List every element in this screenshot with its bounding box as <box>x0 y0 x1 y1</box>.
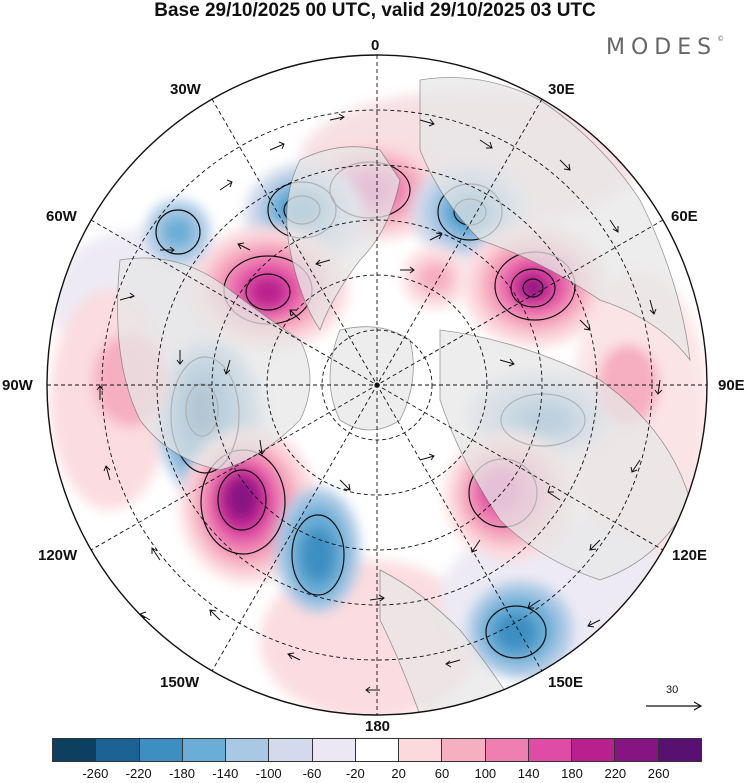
lon-label-120w: 120W <box>38 547 78 564</box>
lon-label-30w: 30W <box>170 81 201 98</box>
colorbar-tick-label: -20 <box>345 766 365 781</box>
colorbar-cell <box>226 739 270 761</box>
lon-label-150e: 150E <box>548 674 584 691</box>
colorbar-cell <box>615 739 659 761</box>
colorbar-cell <box>485 739 529 761</box>
colorbar-tick-label: 220 <box>604 766 627 781</box>
map-boundary <box>46 54 708 716</box>
lon-label-90w: 90W <box>2 377 33 394</box>
lon-label-60e: 60E <box>671 208 698 225</box>
colorbar-cell <box>312 739 356 761</box>
colorbar-cell <box>442 739 486 761</box>
lon-label-30e: 30E <box>548 81 575 98</box>
colorbar-cell <box>96 739 140 761</box>
reference-arrow-icon <box>646 701 703 711</box>
reference-vector-value: 30 <box>666 684 679 696</box>
modes-logo: MODES© <box>606 35 724 60</box>
colorbar-cell <box>53 739 97 761</box>
kamchatka-land <box>379 569 521 715</box>
reference-vector: 30 <box>644 684 704 714</box>
lon-label-180: 180 <box>365 718 391 735</box>
colorbar-cell <box>658 739 701 761</box>
lon-label-120e: 120E <box>672 547 708 564</box>
brand-copyright-mark: © <box>717 35 725 43</box>
colorbar-cell <box>528 739 573 761</box>
anomaly-kara-small <box>403 248 467 308</box>
brand-text: MODES <box>606 35 718 60</box>
colorbar-cell <box>355 739 400 761</box>
polar-map <box>46 54 708 716</box>
north-pole-marker <box>374 382 380 388</box>
colorbar-cell <box>399 739 443 761</box>
lon-label-60w: 60W <box>46 208 77 225</box>
colorbar-tick-label: 180 <box>561 766 583 781</box>
siberia-land <box>439 329 691 581</box>
arctic-ocean-land <box>329 326 414 431</box>
colorbar-tick-label: -140 <box>212 766 239 781</box>
anomaly-labrador <box>146 200 210 264</box>
colorbar-tick-label: 140 <box>517 766 540 781</box>
colorbar-ticks: -260 -220 -180 -140 -100 -60 -20 20 60 100 140 180 2… <box>52 766 702 782</box>
colorbar-tick-label: 20 <box>391 766 406 781</box>
greenland-land <box>286 146 401 331</box>
lon-label-150w: 150W <box>160 674 200 691</box>
anomaly-field <box>47 55 707 715</box>
colorbar-tick-label: -220 <box>125 766 152 781</box>
anomaly-kamchatka <box>468 582 572 678</box>
colorbar-tick-label: -60 <box>302 766 322 781</box>
anomaly-bering <box>276 488 360 612</box>
colorbar <box>52 738 702 762</box>
colorbar-tick-label: -180 <box>168 766 196 781</box>
colorbar-cell <box>269 739 313 761</box>
lon-label-90e: 90E <box>718 377 745 394</box>
colorbar-cell <box>572 739 616 761</box>
lon-label-0: 0 <box>371 37 380 54</box>
colorbar-cell <box>182 739 227 761</box>
map-title: Base 29/10/2025 00 UTC, valid 29/10/2025… <box>154 0 596 21</box>
colorbar-tick-label: 260 <box>647 766 670 781</box>
colorbar-tick-label: 100 <box>474 766 497 781</box>
colorbar-tick-label: 60 <box>434 766 450 781</box>
colorbar-tick-label: -260 <box>82 766 109 781</box>
colorbar-tick-label: -100 <box>255 766 282 781</box>
colorbar-cell <box>139 739 183 761</box>
